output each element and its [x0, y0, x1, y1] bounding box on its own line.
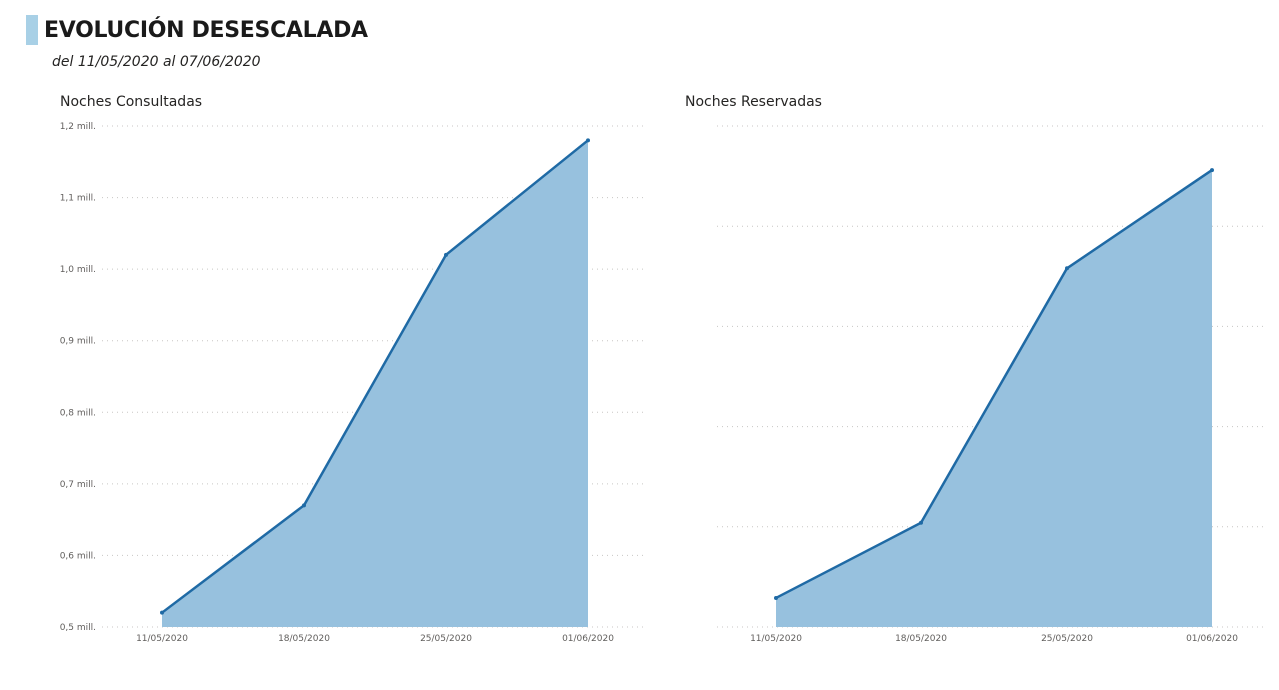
area-chart-svg: 0,5 mill. 0,6 mill. 0,7 mill. 0,8 mill. 0,9 … — [60, 122, 645, 644]
area-fill — [162, 140, 588, 628]
title-accent-bar — [26, 15, 38, 45]
x-tick-label: 11/05/2020 — [136, 634, 188, 644]
chart-title: Noches Consultadas — [60, 94, 203, 110]
y-tick-label: 0,6 mill. — [60, 551, 96, 561]
data-point[interactable] — [160, 610, 164, 615]
chart-noches-consultadas[interactable]: Noches Consultadas 0,5 mill. 0,6 mill. 0,7… — [60, 94, 650, 654]
area-fill — [776, 170, 1212, 627]
date-range-subtitle: del 11/05/2020 al 07/06/2020 — [52, 54, 261, 70]
data-point[interactable] — [444, 252, 448, 257]
chart-noches-reservadas[interactable]: Noches Reservadas 11/05/2020 18/05/2020 25… — [685, 94, 1270, 654]
page-title: EVOLUCIÓN DESESCALADA — [44, 17, 368, 43]
data-point[interactable] — [919, 520, 923, 525]
y-tick-label: 1,1 mill. — [60, 194, 96, 204]
report-header: EVOLUCIÓN DESESCALADA — [26, 14, 368, 46]
x-tick-label: 18/05/2020 — [278, 634, 330, 644]
x-tick-label: 01/06/2020 — [562, 634, 614, 644]
chart-title: Noches Reservadas — [685, 94, 822, 110]
x-tick-label: 01/06/2020 — [1186, 634, 1238, 644]
series-line — [775, 169, 1213, 600]
area-chart-svg: 11/05/2020 18/05/2020 25/05/2020 01/06/2020 — [717, 125, 1265, 644]
x-tick-label: 11/05/2020 — [750, 634, 802, 644]
y-tick-label: 0,7 mill. — [60, 480, 96, 490]
y-tick-label: 0,5 mill. — [60, 623, 96, 633]
y-tick-label: 1,2 mill. — [60, 122, 96, 132]
data-point[interactable] — [302, 503, 306, 508]
x-tick-label: 25/05/2020 — [1041, 634, 1093, 644]
data-point[interactable] — [774, 595, 778, 600]
x-tick-label: 18/05/2020 — [895, 634, 947, 644]
data-point[interactable] — [586, 138, 590, 143]
y-tick-label: 0,9 mill. — [60, 337, 96, 347]
data-point[interactable] — [1210, 168, 1214, 173]
y-tick-label: 1,0 mill. — [60, 265, 96, 275]
data-point[interactable] — [1065, 266, 1069, 271]
x-tick-label: 25/05/2020 — [420, 634, 472, 644]
series-line — [161, 139, 589, 614]
y-tick-label: 0,8 mill. — [60, 408, 96, 418]
